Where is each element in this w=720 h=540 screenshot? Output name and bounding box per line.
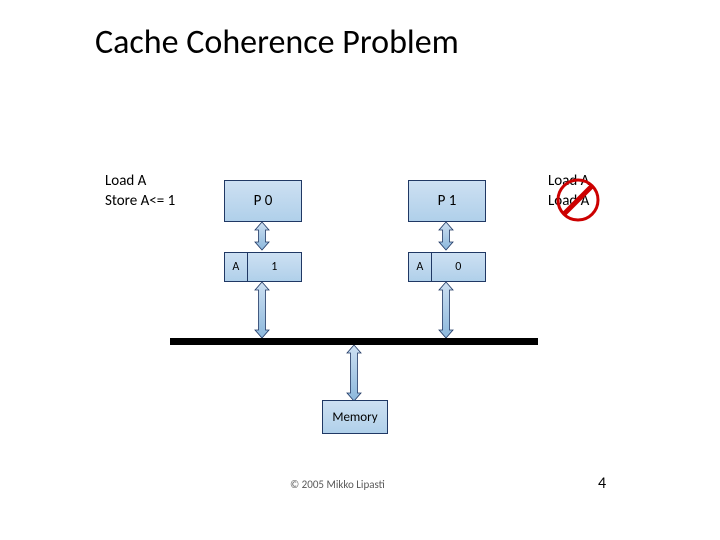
system-bus — [170, 338, 538, 345]
arrow-c0-bus — [255, 282, 269, 338]
left-line1: Load A — [105, 172, 175, 192]
cache-p1-val: 0 — [432, 253, 485, 281]
copyright-footer: © 2005 Mikko Lipasti — [290, 478, 385, 491]
arrow-mem-bus — [347, 345, 361, 401]
page-number: 4 — [598, 474, 606, 493]
cache-p0-addr: A — [225, 253, 248, 281]
left-instructions: Load A Store A<= 1 — [105, 172, 175, 211]
cache-p1-addr: A — [409, 253, 432, 281]
cache-p0: A 1 — [224, 252, 302, 282]
arrow-c1-bus — [439, 282, 453, 338]
processor-p1: P 1 — [408, 180, 486, 222]
cache-p0-val: 1 — [248, 253, 301, 281]
left-line2: Store A<= 1 — [105, 192, 175, 212]
arrow-p0-cache — [255, 222, 269, 250]
cache-p1: A 0 — [408, 252, 486, 282]
right-line1: Load A — [548, 172, 589, 192]
memory-box: Memory — [322, 400, 388, 434]
processor-p0: P 0 — [224, 180, 302, 222]
page-title: Cache Coherence Problem — [95, 22, 459, 63]
right-instructions: Load A Load A — [548, 172, 589, 211]
arrow-p1-cache — [439, 222, 453, 250]
right-line2: Load A — [548, 192, 589, 212]
